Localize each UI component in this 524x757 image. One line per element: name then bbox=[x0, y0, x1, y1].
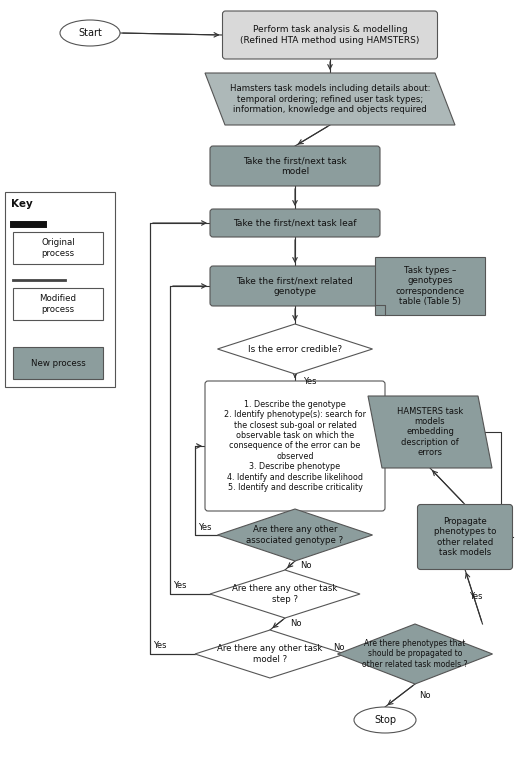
Text: Hamsters task models including details about:
temporal ordering; refined user ta: Hamsters task models including details a… bbox=[230, 84, 430, 114]
FancyBboxPatch shape bbox=[210, 266, 380, 306]
Text: Is the error credible?: Is the error credible? bbox=[248, 344, 342, 354]
Text: Yes: Yes bbox=[303, 378, 316, 387]
Text: No: No bbox=[290, 619, 301, 628]
Text: Take the first/next task
model: Take the first/next task model bbox=[243, 156, 347, 176]
FancyBboxPatch shape bbox=[5, 192, 115, 387]
Text: Yes: Yes bbox=[153, 641, 167, 650]
Text: No: No bbox=[333, 643, 345, 653]
FancyBboxPatch shape bbox=[210, 146, 380, 186]
Text: Take the first/next related
genotype: Take the first/next related genotype bbox=[236, 276, 353, 296]
Text: Modified
process: Modified process bbox=[39, 294, 77, 313]
FancyBboxPatch shape bbox=[210, 209, 380, 237]
Text: Are there any other task
step ?: Are there any other task step ? bbox=[232, 584, 337, 603]
Text: Are there phenotypes that
should be propagated to
other related task models ?: Are there phenotypes that should be prop… bbox=[362, 639, 468, 669]
Polygon shape bbox=[210, 570, 360, 618]
Text: Are there any other
associated genotype ?: Are there any other associated genotype … bbox=[246, 525, 344, 545]
Text: Key: Key bbox=[11, 199, 32, 209]
FancyBboxPatch shape bbox=[13, 232, 103, 264]
Polygon shape bbox=[337, 624, 493, 684]
Polygon shape bbox=[368, 396, 492, 468]
Text: Start: Start bbox=[78, 28, 102, 38]
FancyBboxPatch shape bbox=[418, 504, 512, 569]
FancyBboxPatch shape bbox=[375, 257, 485, 315]
FancyBboxPatch shape bbox=[13, 347, 103, 379]
Text: Take the first/next task leaf: Take the first/next task leaf bbox=[233, 219, 357, 228]
FancyBboxPatch shape bbox=[223, 11, 438, 59]
Text: Propagate
phenotypes to
other related
task models: Propagate phenotypes to other related ta… bbox=[434, 517, 496, 557]
Text: HAMSTERS task
models
embedding
description of
errors: HAMSTERS task models embedding descripti… bbox=[397, 407, 463, 457]
FancyBboxPatch shape bbox=[13, 288, 103, 320]
Text: Original
process: Original process bbox=[41, 238, 75, 257]
Text: New process: New process bbox=[30, 359, 85, 367]
Polygon shape bbox=[217, 509, 373, 561]
Polygon shape bbox=[217, 324, 373, 374]
Text: Perform task analysis & modelling
(Refined HTA method using HAMSTERS): Perform task analysis & modelling (Refin… bbox=[241, 25, 420, 45]
Text: Are there any other task
model ?: Are there any other task model ? bbox=[217, 644, 323, 664]
Text: Yes: Yes bbox=[469, 592, 483, 601]
FancyBboxPatch shape bbox=[205, 381, 385, 511]
Text: No: No bbox=[419, 691, 431, 700]
Ellipse shape bbox=[354, 707, 416, 733]
Text: 1. Describe the genotype
2. Identify phenotype(s): search for
the closest sub-go: 1. Describe the genotype 2. Identify phe… bbox=[224, 400, 366, 492]
Text: Yes: Yes bbox=[198, 522, 212, 531]
Text: Yes: Yes bbox=[173, 581, 187, 590]
Text: Task types –
genotypes
correspondence
table (Table 5): Task types – genotypes correspondence ta… bbox=[396, 266, 465, 306]
Text: No: No bbox=[300, 561, 311, 570]
Ellipse shape bbox=[60, 20, 120, 46]
Text: Stop: Stop bbox=[374, 715, 396, 725]
Polygon shape bbox=[195, 630, 345, 678]
Polygon shape bbox=[205, 73, 455, 125]
